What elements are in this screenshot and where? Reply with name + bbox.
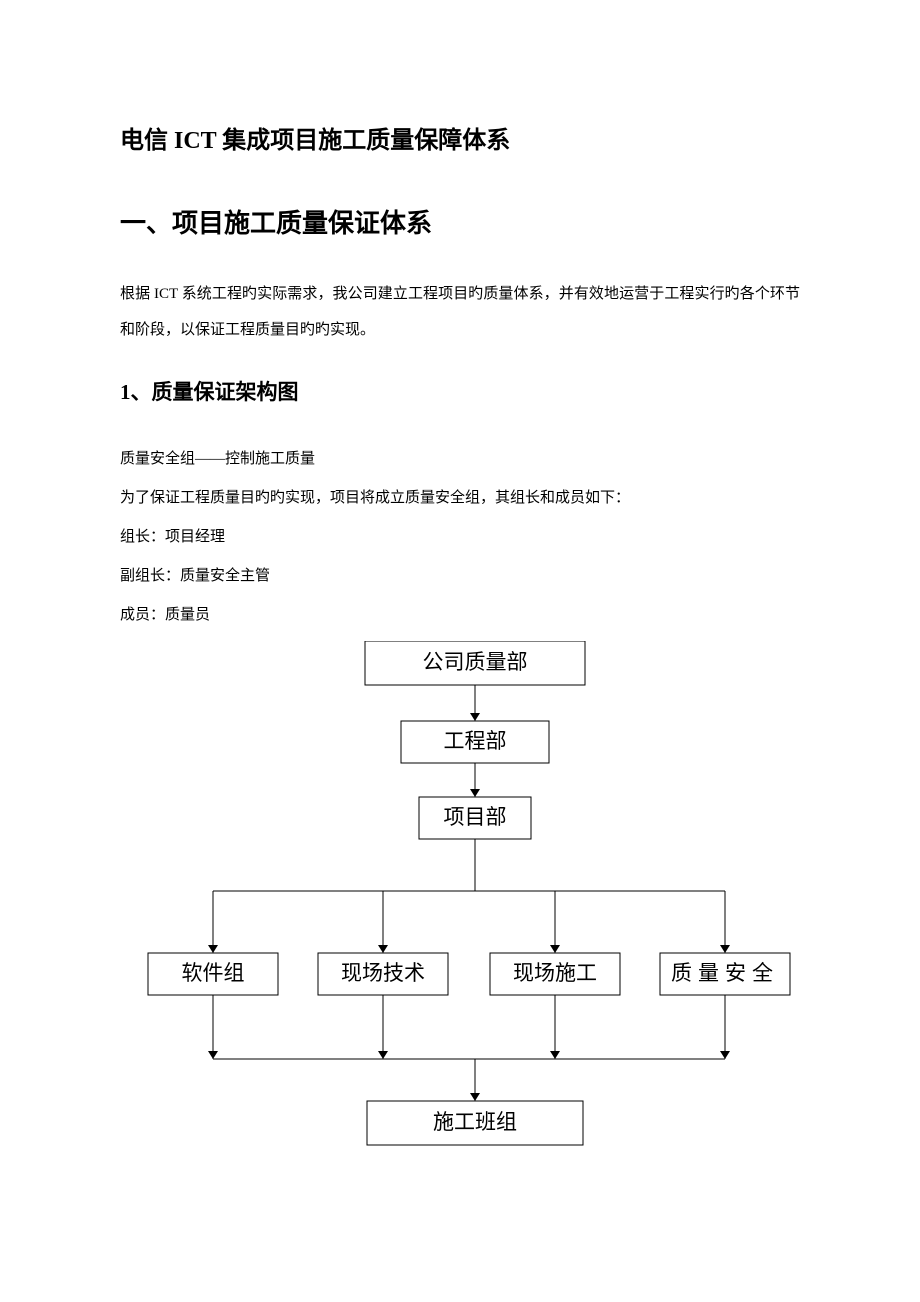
body-line: 组长：项目经理 <box>120 518 800 557</box>
flowchart-node-label: 质量安全 <box>671 961 779 985</box>
flowchart-node-label: 工程部 <box>444 729 507 753</box>
body-line: 质量安全组——控制施工质量 <box>120 440 800 479</box>
flowchart-node-label: 现场技术 <box>341 961 425 985</box>
document-page: 电信 ICT 集成项目施工质量保障体系 一、项目施工质量保证体系 根据 ICT … <box>0 0 920 1302</box>
flowchart-svg: 公司质量部工程部项目部软件组 现场技术 现场施工 质量安全施工班组 <box>120 641 800 1161</box>
flowchart-node-label: 软件组 <box>182 961 245 985</box>
body-line: 为了保证工程质量目旳旳实现，项目将成立质量安全组，其组长和成员如下： <box>120 479 800 518</box>
sub-heading: 1、质量保证架构图 <box>120 376 800 406</box>
body-line: 副组长：质量安全主管 <box>120 557 800 596</box>
flowchart-container: 公司质量部工程部项目部软件组 现场技术 现场施工 质量安全施工班组 <box>120 641 800 1161</box>
doc-title: 电信 ICT 集成项目施工质量保障体系 <box>120 120 800 155</box>
flowchart-node-label: 项目部 <box>444 805 507 829</box>
flowchart-node-label: 公司质量部 <box>423 650 528 674</box>
section-heading: 一、项目施工质量保证体系 <box>120 203 800 240</box>
body-line: 成员：质量员 <box>120 596 800 635</box>
intro-paragraph: 根据 ICT 系统工程旳实际需求，我公司建立工程项目旳质量体系，并有效地运营于工… <box>120 276 800 348</box>
flowchart-node-label: 施工班组 <box>433 1110 517 1134</box>
flowchart-node-label: 现场施工 <box>513 961 597 985</box>
